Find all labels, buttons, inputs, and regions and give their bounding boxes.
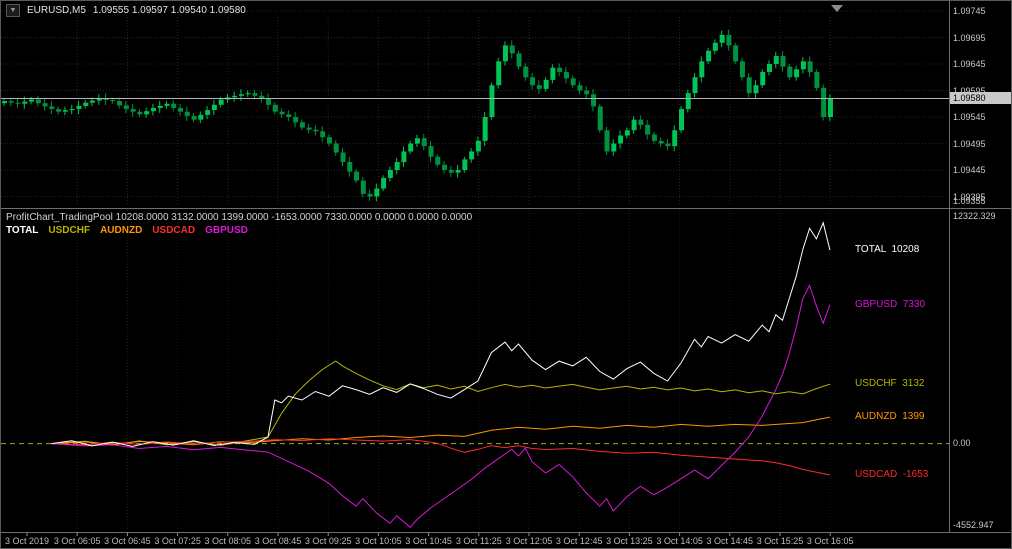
price-axis-label: 1.09355 <box>953 196 986 206</box>
series-end-label-audnzd: AUDNZD 1399 <box>855 411 925 423</box>
profit-axis-min: -4552.947 <box>953 520 994 530</box>
price-axis-label: 1.09645 <box>953 59 986 69</box>
time-axis-label: 3 Oct 14:45 <box>706 536 754 546</box>
time-axis-label: 3 Oct 10:45 <box>405 536 452 546</box>
price-axis-label: 1.09595 <box>953 85 986 96</box>
legend-item-usdcad: USDCAD <box>152 225 196 236</box>
legend-item-usdchf: USDCHF <box>48 225 91 236</box>
series-end-label-total: TOTAL 10208 <box>855 244 920 256</box>
price-axis-label: 1.09445 <box>953 165 986 175</box>
price-axis-label: 1.09545 <box>953 112 986 122</box>
time-axis-label: 3 Oct 2019 <box>4 536 50 546</box>
price-axis-label: 1.09745 <box>953 6 986 16</box>
price-axis-label: 1.09495 <box>953 138 986 149</box>
time-axis-label: 3 Oct 11:25 <box>455 536 502 546</box>
series-end-label-usdcad: USDCAD -1653 <box>855 468 929 480</box>
price-axis-label: 1.09395 <box>953 191 986 202</box>
indicator-legend: TOTAL USDCHF AUDNZD USDCAD GBPUSD <box>6 225 248 236</box>
time-axis-label: 3 Oct 16:05 <box>806 536 854 546</box>
profit-axis-max: 12322.329 <box>953 211 996 221</box>
chart-dropdown-icon[interactable]: ▼ <box>6 4 20 17</box>
indicator-header: ProfitChart_TradingPool 10208.0000 3132.… <box>6 212 473 223</box>
time-axis-label: 3 Oct 08:05 <box>204 536 252 546</box>
chart-title-bar: ▼ EURUSD,M5 1.09555 1.09597 1.09540 1.09… <box>6 4 246 17</box>
time-axis-label: 3 Oct 15:25 <box>756 536 804 546</box>
time-axis-label: 3 Oct 12:05 <box>505 536 553 546</box>
symbol-timeframe-label: EURUSD,M5 <box>27 5 86 16</box>
time-axis-label: 3 Oct 13:25 <box>606 536 653 546</box>
legend-item-total: TOTAL <box>6 225 39 236</box>
time-axis-label: 3 Oct 07:25 <box>154 536 201 546</box>
time-axis-label: 3 Oct 06:45 <box>104 536 151 546</box>
series-end-label-gbpusd: GBPUSD 7330 <box>855 298 926 310</box>
legend-item-gbpusd: GBPUSD <box>205 225 248 236</box>
profit-axis-zero: 0.00 <box>953 438 971 448</box>
price-axis-label: 1.09695 <box>953 32 986 43</box>
time-axis-label: 3 Oct 06:05 <box>53 536 101 546</box>
ohlc-quote-label: 1.09555 1.09597 1.09540 1.09580 <box>92 5 246 16</box>
time-axis-label: 3 Oct 08:45 <box>254 536 302 546</box>
legend-item-audnzd: AUDNZD <box>100 225 143 236</box>
current-price-tag: 1.09580 <box>950 92 1011 105</box>
time-axis-label: 3 Oct 10:05 <box>355 536 402 546</box>
time-axis-label: 3 Oct 09:25 <box>304 536 352 546</box>
time-axis-label: 3 Oct 14:05 <box>656 536 703 546</box>
time-axis-label: 3 Oct 12:45 <box>555 536 603 546</box>
series-end-label-usdchf: USDCHF 3132 <box>855 378 925 390</box>
